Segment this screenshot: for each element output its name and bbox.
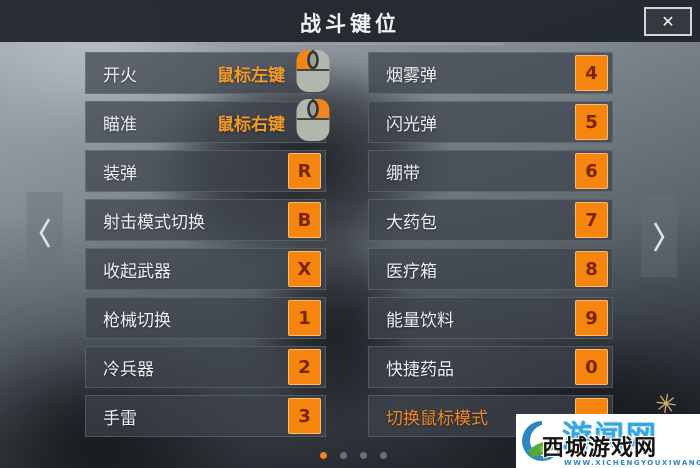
keybind-label: 开火	[103, 65, 137, 86]
keybind-row-first-aid[interactable]: 大药包 7	[368, 199, 613, 241]
header-bar	[0, 0, 700, 42]
key-badge[interactable]: B	[288, 202, 321, 238]
next-page-button[interactable]	[641, 196, 677, 277]
key-badge[interactable]: 4	[575, 55, 608, 91]
keybind-label: 闪光弹	[386, 114, 437, 135]
keybind-row-fire[interactable]: 开火 鼠标左键	[85, 50, 330, 94]
mouse-left-button-icon	[296, 50, 330, 92]
keybind-label: 瞄准	[103, 114, 137, 135]
key-badge[interactable]: 7	[575, 202, 608, 238]
keybind-row-energy-drink[interactable]: 能量饮料 9	[368, 297, 613, 339]
pagination-dot-3[interactable]	[360, 452, 367, 459]
keybind-label: 快捷药品	[386, 359, 454, 380]
keybind-row-melee[interactable]: 冷兵器 2	[85, 346, 326, 388]
keybind-label: 收起武器	[103, 261, 171, 282]
keybind-column-right: 烟雾弹 4 闪光弹 5 绷带 6 大药包 7 医疗箱 8 能量饮料 9 快捷药品…	[368, 52, 613, 444]
watermark-site-name: 西城游戏网	[542, 436, 658, 461]
key-badge[interactable]: 2	[288, 349, 321, 385]
pagination-dots	[320, 452, 387, 459]
pagination-dot-1[interactable]	[320, 452, 327, 459]
prev-page-button[interactable]	[27, 192, 63, 273]
chevron-left-icon	[39, 217, 51, 248]
keybind-row-quick-meds[interactable]: 快捷药品 0	[368, 346, 613, 388]
page-title: 战斗键位	[300, 12, 400, 36]
keybind-label: 医疗箱	[386, 261, 437, 282]
keybind-row-flash[interactable]: 闪光弹 5	[368, 101, 613, 143]
watermark-brand-text: 游闻网	[562, 420, 658, 455]
key-badge[interactable]: 5	[575, 104, 608, 140]
keybind-row-grenade[interactable]: 手雷 3	[85, 395, 326, 437]
watermark-caption: WWW.XICHENGYOUXIWANG	[564, 459, 700, 467]
keybind-row-holster[interactable]: 收起武器 X	[85, 248, 326, 290]
key-badge[interactable]: 3	[288, 398, 321, 434]
keybind-row-reload[interactable]: 装弹 R	[85, 150, 326, 192]
keybind-row-smoke[interactable]: 烟雾弹 4	[368, 52, 613, 94]
keybind-value: 鼠标左键	[217, 65, 285, 86]
keybind-label: 切换鼠标模式	[386, 408, 488, 429]
pagination-dot-2[interactable]	[340, 452, 347, 459]
key-badge[interactable]: 8	[575, 251, 608, 287]
key-badge[interactable]: R	[288, 153, 321, 189]
close-button[interactable]: ✕	[644, 7, 692, 36]
keybind-label: 大药包	[386, 212, 437, 233]
keybind-label: 装弹	[103, 163, 137, 184]
keybind-label: 冷兵器	[103, 359, 154, 380]
keybind-row-weapon-switch[interactable]: 枪械切换 1	[85, 297, 326, 339]
watermark-banner: 游闻网 西城游戏网 WWW.XICHENGYOUXIWANG	[516, 414, 700, 468]
keybind-row-aim[interactable]: 瞄准 鼠标右键	[85, 99, 330, 143]
keybind-row-bandage[interactable]: 绷带 6	[368, 150, 613, 192]
close-icon: ✕	[661, 12, 675, 31]
keybind-label: 手雷	[103, 408, 137, 429]
watermark-swirl-logo	[522, 421, 562, 461]
keybind-row-fire-mode[interactable]: 射击模式切换 B	[85, 199, 326, 241]
key-badge[interactable]: X	[288, 251, 321, 287]
pagination-dot-4[interactable]	[380, 452, 387, 459]
keybind-label: 能量饮料	[386, 310, 454, 331]
keybind-label: 烟雾弹	[386, 65, 437, 86]
keybind-column-left: 开火 鼠标左键 瞄准 鼠标右键 装弹 R	[85, 50, 330, 444]
key-badge[interactable]: 1	[288, 300, 321, 336]
keybind-label: 射击模式切换	[103, 212, 205, 233]
title-divider	[195, 43, 503, 45]
keybind-row-medkit[interactable]: 医疗箱 8	[368, 248, 613, 290]
mouse-right-button-icon	[296, 99, 330, 141]
key-badge[interactable]: 0	[575, 349, 608, 385]
key-badge[interactable]: 9	[575, 300, 608, 336]
keybind-label: 枪械切换	[103, 310, 171, 331]
keybind-value: 鼠标右键	[217, 114, 285, 135]
key-badge[interactable]: 6	[575, 153, 608, 189]
keybind-label: 绷带	[386, 163, 420, 184]
chevron-right-icon	[653, 221, 665, 252]
